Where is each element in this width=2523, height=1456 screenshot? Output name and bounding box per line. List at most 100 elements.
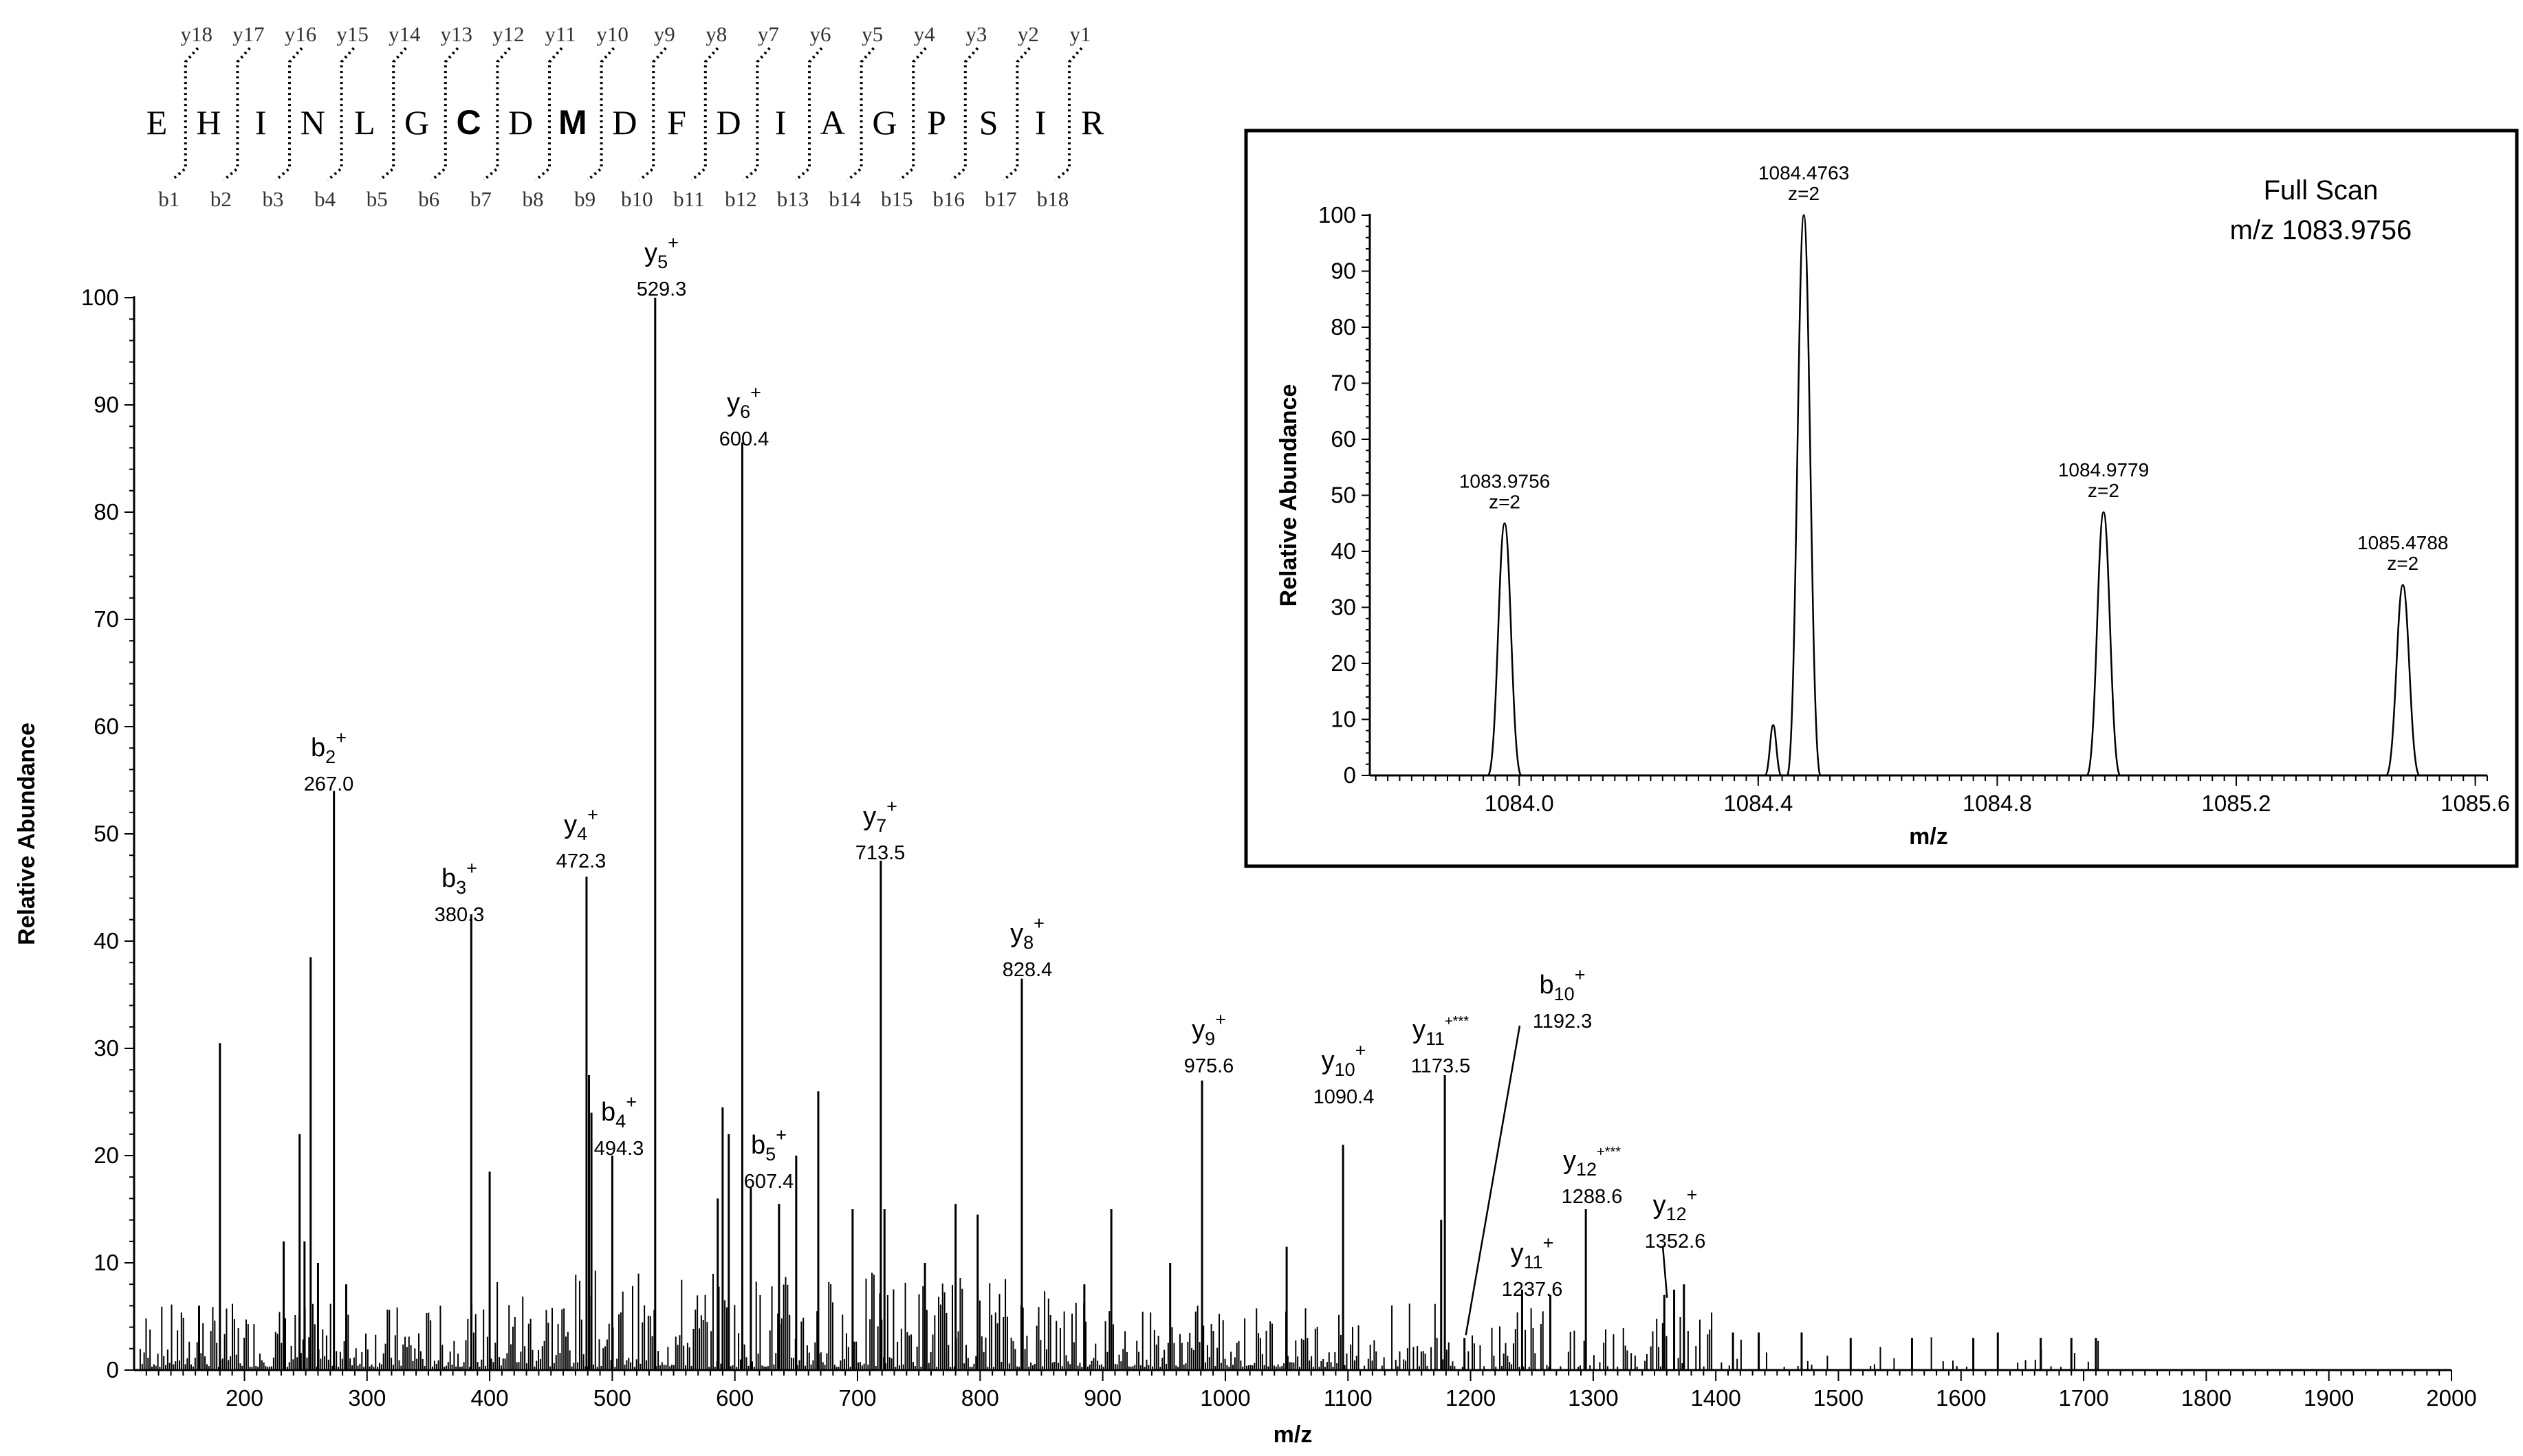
inset-y-tick-label: 90 <box>1331 258 1356 284</box>
ion-mz-label: 713.5 <box>855 842 906 864</box>
x-tick-label: 1300 <box>1568 1385 1618 1411</box>
b-fragment-label: b8 <box>523 187 544 211</box>
y-fragment-label: y15 <box>336 22 369 46</box>
ion-mz-label: 975.6 <box>1184 1055 1234 1077</box>
ion-label: y12+ <box>1653 1184 1698 1224</box>
sequence-residue: I <box>775 103 787 142</box>
cleavage-bracket <box>1054 47 1083 181</box>
x-tick-label: 700 <box>838 1385 876 1411</box>
isotope-peak <box>1786 214 1822 777</box>
inset-y-tick-label: 0 <box>1344 762 1356 788</box>
isotope-mz-label: 1084.4763 <box>1758 162 1849 184</box>
y-fragment-label: y12 <box>492 22 525 46</box>
ion-mz-label: 1173.5 <box>1411 1055 1471 1077</box>
inset-y-tick-label: 20 <box>1331 650 1356 676</box>
inset-x-tick-label: 1084.0 <box>1485 791 1554 816</box>
x-tick-label: 200 <box>226 1385 263 1411</box>
b-fragment-label: b12 <box>725 187 757 211</box>
sequence-residue: E <box>146 103 168 142</box>
b-fragment-label: b6 <box>418 187 439 211</box>
x-tick-label: 1700 <box>2058 1385 2108 1411</box>
y-fragment-label: y3 <box>965 22 987 46</box>
y12-leader-line <box>1661 1245 1668 1298</box>
b-fragment-label: b16 <box>933 187 965 211</box>
sequence-residue: R <box>1081 103 1104 142</box>
inset-title-line: Full Scan <box>2264 175 2379 206</box>
y-axis-title: Relative Abundance <box>14 723 40 945</box>
ion-mz-label: 494.3 <box>594 1138 644 1160</box>
sequence-residue: G <box>404 103 429 142</box>
inset-y-tick-label: 50 <box>1331 483 1356 508</box>
y-tick-label: 30 <box>94 1035 119 1061</box>
ion-label: y6+ <box>727 382 761 422</box>
inset-title-line: m/z 1083.9756 <box>2230 215 2412 245</box>
sequence-residue: C <box>457 103 481 142</box>
inset-x-tick-label: 1085.6 <box>2440 791 2510 816</box>
y-fragment-label: y6 <box>810 22 831 46</box>
ion-label: y9+ <box>1192 1009 1226 1049</box>
b-fragment-label: b3 <box>263 187 284 211</box>
y-tick-label: 40 <box>94 928 119 953</box>
isotope-charge-label: z=2 <box>2387 553 2418 574</box>
ion-mz-label: 600.4 <box>719 428 769 450</box>
cleavage-bracket <box>430 47 459 181</box>
b-fragment-label: b10 <box>621 187 653 211</box>
cleavage-bracket <box>898 47 927 181</box>
x-tick-label: 300 <box>348 1385 386 1411</box>
inset-y-tick-label: 10 <box>1331 707 1356 732</box>
inset-frame <box>1244 129 2519 868</box>
x-tick-label: 1900 <box>2304 1385 2354 1411</box>
y-fragment-label: y18 <box>181 22 213 46</box>
y-fragment-label: y11 <box>545 22 576 46</box>
x-tick-label: 800 <box>961 1385 999 1411</box>
ion-label: y8+ <box>1010 913 1045 953</box>
ion-mz-label: 828.4 <box>1003 959 1053 981</box>
ion-mz-label: 1237.6 <box>1502 1279 1563 1301</box>
x-tick-label: 1000 <box>1200 1385 1250 1411</box>
inset-y-tick-label: 100 <box>1318 202 1356 228</box>
x-tick-label: 1500 <box>1813 1385 1864 1411</box>
sequence-residue: L <box>354 103 375 142</box>
cleavage-bracket <box>794 47 823 181</box>
isotope-mz-label: 1084.9779 <box>2058 459 2149 481</box>
cleavage-bracket <box>587 47 615 181</box>
sequence-residue: F <box>667 103 686 142</box>
cleavage-bracket <box>690 47 719 181</box>
b-fragment-label: b17 <box>985 187 1017 211</box>
isotope-peak <box>1764 724 1782 777</box>
sequence-residue: G <box>872 103 897 142</box>
inset-x-axis-title: m/z <box>1909 824 1948 850</box>
y-tick-label: 60 <box>94 714 119 739</box>
sequence-residue: N <box>301 103 325 142</box>
ion-label: y11+ <box>1511 1233 1554 1272</box>
inset-y-tick-label: 30 <box>1331 595 1356 620</box>
y-fragment-label: y16 <box>285 22 317 46</box>
inset-x-tick-label: 1084.4 <box>1723 791 1793 816</box>
sequence-residue: H <box>197 103 221 142</box>
cleavage-bracket <box>483 47 511 181</box>
inset-y-tick-label: 80 <box>1331 314 1356 340</box>
inset-x-tick-label: 1085.2 <box>2202 791 2271 816</box>
cleavage-bracket <box>1003 47 1031 181</box>
isotope-mz-label: 1085.4788 <box>2357 532 2448 553</box>
ion-mz-label: 1192.3 <box>1533 1011 1593 1033</box>
y-tick-label: 100 <box>81 285 119 310</box>
ion-label: y4+ <box>564 804 598 844</box>
y-tick-label: 50 <box>94 821 119 846</box>
y-fragment-label: y14 <box>389 22 421 46</box>
cleavage-bracket <box>534 47 563 181</box>
ion-label: y7+ <box>863 796 897 836</box>
b-fragment-label: b14 <box>829 187 861 211</box>
cleavage-bracket <box>847 47 875 181</box>
sequence-residue: D <box>717 103 741 142</box>
inset-y-axis-title: Relative Abundance <box>1276 384 1302 607</box>
y-tick-label: 20 <box>94 1143 119 1168</box>
y-tick-label: 0 <box>107 1357 119 1382</box>
isotope-charge-label: z=2 <box>1489 491 1520 512</box>
sequence-residue: I <box>255 103 267 142</box>
ion-mz-label: 529.3 <box>637 278 687 300</box>
b-fragment-label: b5 <box>367 187 388 211</box>
sequence-residue: D <box>612 103 637 142</box>
ion-label: b2+ <box>311 727 347 767</box>
